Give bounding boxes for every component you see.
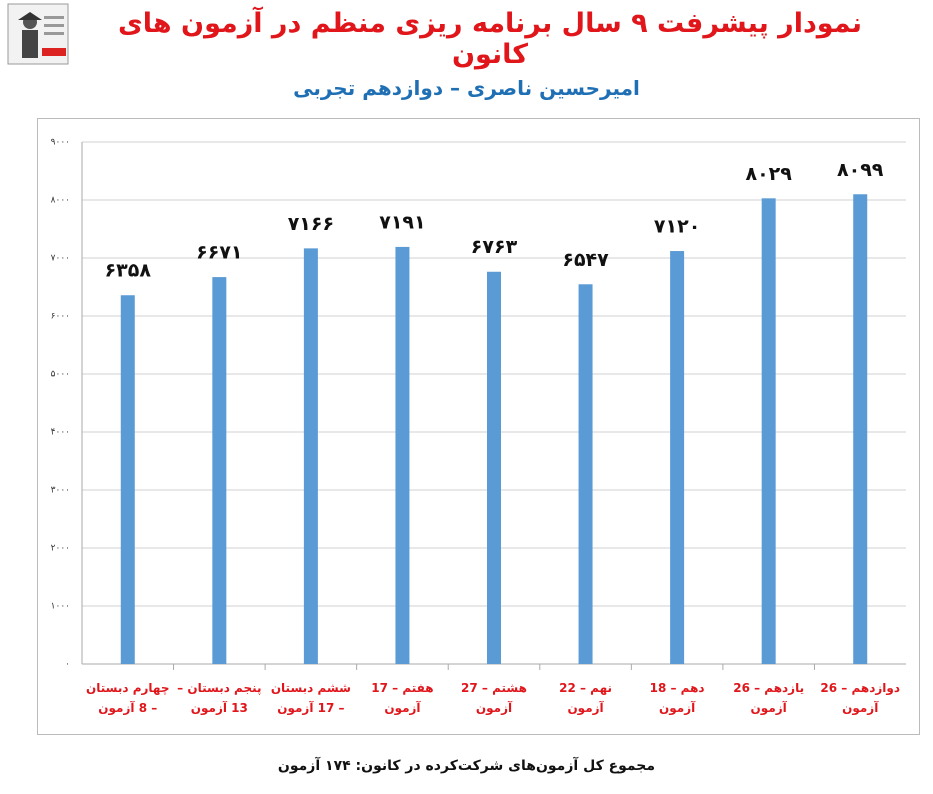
- x-tick-label: دوازدهم – 26 آزمون: [820, 681, 901, 715]
- data-label: ۶۵۴۷: [562, 249, 609, 271]
- x-tick-label: ششم دبستان – 17 آزمون: [270, 681, 351, 715]
- chart-frame: [37, 118, 920, 735]
- x-tick-label: دهم – 18 آزمون: [649, 681, 705, 715]
- x-tick-label: چهارم دبستان – 8 آزمون: [86, 681, 170, 715]
- y-tick-label: ۵۰۰۰: [51, 370, 70, 380]
- bar: [578, 284, 593, 664]
- y-tick-label: ۲۰۰۰: [51, 544, 70, 554]
- bar: [761, 198, 776, 664]
- x-tick-label: یازدهم – 26 آزمون: [733, 681, 805, 715]
- data-label: ۷۱۶۶: [288, 213, 334, 235]
- data-label: ۷۱۲۰: [654, 216, 700, 238]
- bar: [487, 271, 501, 664]
- chart-title: نمودار پیشرفت ۹ سال برنامه ریزی منظم در …: [118, 8, 862, 70]
- data-label: ۷۱۹۱: [379, 211, 425, 233]
- x-tick-label: هشتم – 27 آزمون: [461, 681, 527, 715]
- y-tick-label: ۱۰۰۰: [51, 602, 70, 612]
- bar: [303, 248, 318, 664]
- y-tick-label: ۷۰۰۰: [51, 254, 70, 264]
- bar: [670, 251, 685, 665]
- bar: [212, 277, 227, 664]
- data-label: ۶۳۵۸: [105, 260, 152, 282]
- chart-subtitle: امیرحسین ناصری – دوازدهم تجربی: [293, 76, 640, 100]
- x-tick-label: نهم – 22 آزمون: [559, 681, 612, 715]
- data-label: ۸۰۹۹: [837, 159, 884, 181]
- data-label: ۶۷۶۳: [471, 236, 518, 258]
- y-tick-label: ۴۰۰۰: [51, 428, 70, 438]
- x-tick-label: پنجم دبستان – 13 آزمون: [177, 681, 262, 715]
- y-tick-label: ۰: [65, 660, 70, 670]
- data-label: ۶۶۷۱: [196, 242, 242, 264]
- y-tick-label: ۶۰۰۰: [51, 312, 70, 322]
- logo: [7, 3, 69, 65]
- bar: [395, 246, 410, 664]
- chart-footer: مجموع کل آزمون‌های شرکت‌کرده در کانون: ۱…: [277, 758, 656, 774]
- data-label: ۸۰۲۹: [745, 163, 792, 185]
- y-tick-label: ۸۰۰۰: [51, 196, 70, 206]
- bar: [120, 295, 135, 664]
- y-tick-label: ۹۰۰۰: [51, 138, 70, 148]
- x-tick-label: هفتم – 17 آزمون: [371, 681, 434, 715]
- bar: [853, 194, 868, 664]
- y-tick-label: ۳۰۰۰: [51, 486, 70, 496]
